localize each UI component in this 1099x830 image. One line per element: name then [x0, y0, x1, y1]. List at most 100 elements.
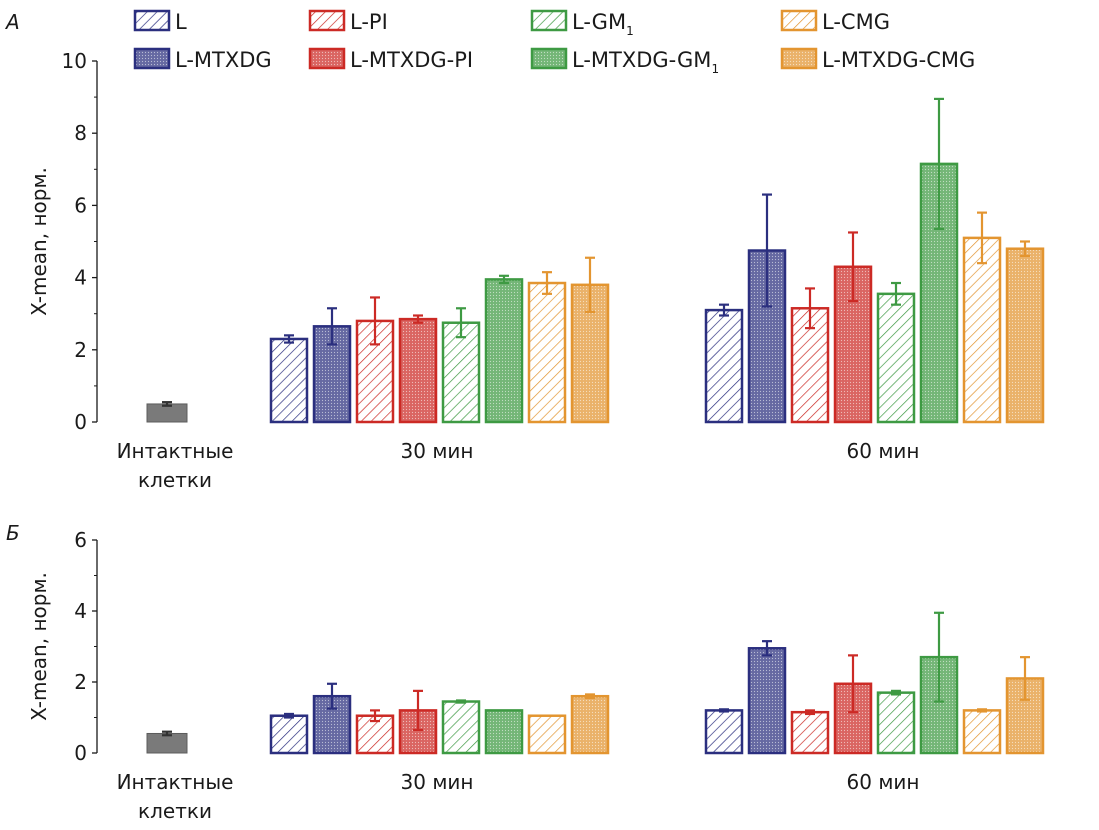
error-bar [848, 654, 858, 714]
error-bar [848, 231, 858, 303]
legend-item-l-cmg: L-CMG [780, 9, 890, 34]
bar-l-cmg-60 [962, 236, 1002, 424]
error-bar [1020, 240, 1030, 258]
y-tick-label: 6 [74, 528, 87, 552]
error-bar [719, 303, 729, 317]
y-tick-label: 6 [74, 193, 87, 217]
error-bar [805, 287, 815, 330]
legend-label: L-CMG [822, 10, 890, 34]
x-category-label: Интактные [117, 770, 234, 794]
error-bar [934, 611, 944, 703]
x-category-label: 60 мин [847, 770, 920, 794]
error-bar [162, 730, 172, 737]
legend-item-l-pi: L-PI [308, 9, 388, 34]
legend-swatch [308, 47, 346, 70]
bar-l-mtxdg-gm1-30 [484, 709, 524, 755]
legend-label: L-PI [350, 10, 388, 34]
bar-l-gm1-60 [876, 691, 916, 755]
y-tick-label: 8 [74, 121, 87, 145]
bar-l-mtxdg-gm1-60 [919, 162, 959, 424]
legend-label: L [175, 10, 187, 34]
legend-item-l-mtxdg-cmg: L-MTXDG-CMG [780, 47, 975, 72]
error-bar [413, 314, 423, 324]
bar-l-gm1-30 [441, 700, 481, 755]
legend-swatch [133, 9, 171, 32]
error-bar [370, 709, 380, 723]
legend-item-l-mtxdg-gm1: L-MTXDG-GM1 [530, 47, 719, 76]
error-bar [585, 693, 595, 700]
y-tick-label: 0 [74, 410, 87, 434]
legend-item-l: L [133, 9, 187, 34]
legend-swatch [133, 47, 171, 70]
error-bar [162, 401, 172, 407]
bar-l-gm1-30 [441, 321, 481, 424]
error-bar [370, 296, 380, 346]
legend: L L-PI L-GM1 L-CMG L-MTXDG L-MTXDG-PI L-MTXDG-… [133, 9, 975, 76]
bar-l-mtxdg-cmg-60 [1005, 247, 1045, 424]
y-axis-label: X-mean, норм. [27, 167, 51, 316]
bar-l-pi-60 [790, 710, 830, 755]
error-bar [327, 307, 337, 346]
y-tick-label: 10 [62, 49, 87, 73]
error-bar [327, 682, 337, 710]
bar-l-cmg-30 [527, 714, 567, 755]
error-bar [977, 211, 987, 265]
x-category-label: Интактные [117, 439, 234, 463]
y-tick-label: 0 [74, 741, 87, 765]
y-tick-label: 4 [74, 599, 87, 623]
bar-l-mtxdg-cmg-30 [570, 694, 610, 755]
legend-swatch [780, 9, 818, 32]
bar-l-mtxdg-60 [747, 647, 787, 755]
legend-item-l-mtxdg-pi: L-MTXDG-PI [308, 47, 473, 72]
bar-l-30 [269, 714, 309, 755]
legend-item-l-mtxdg: L-MTXDG [133, 47, 272, 72]
error-bar [934, 97, 944, 230]
error-bar [456, 307, 466, 339]
legend-item-l-gm1: L-GM1 [530, 9, 634, 38]
x-category-label: 30 мин [401, 770, 474, 794]
error-bar [585, 256, 595, 313]
bar-l-60 [704, 308, 744, 424]
bar-l-60 [704, 709, 744, 755]
panel-a: А 0 2 4 6 8 10 X-mean, норм. Интактные клетки 30 м… [4, 10, 1045, 492]
error-bar [762, 640, 772, 657]
error-bar [284, 334, 294, 344]
legend-label: L-MTXDG-GM1 [572, 48, 719, 76]
panel-label: Б [6, 521, 20, 545]
error-bar [284, 712, 294, 719]
x-category-label: 60 мин [847, 439, 920, 463]
legend-swatch [780, 47, 818, 70]
x-category-label: клетки [138, 799, 212, 823]
error-bar [762, 193, 772, 308]
legend-swatch [530, 47, 568, 70]
error-bar [891, 281, 901, 306]
x-category-label: клетки [138, 468, 212, 492]
bar-l-mtxdg-cmg-30 [570, 283, 610, 424]
error-bar [891, 689, 901, 696]
x-category-label: 30 мин [401, 439, 474, 463]
error-bar [805, 709, 815, 716]
y-tick-label: 2 [74, 670, 87, 694]
panel-b: Б 0 2 4 6 X-mean, норм. Интактные клетки 30 мин 6… [6, 521, 1045, 823]
bar-l-gm1-60 [876, 292, 916, 424]
error-bar [413, 689, 423, 732]
error-bar [977, 708, 987, 713]
legend-label: L-MTXDG-PI [350, 48, 473, 72]
bar-intact [146, 732, 188, 754]
bar-l-cmg-60 [962, 709, 1002, 755]
error-bar [1020, 656, 1030, 701]
bar-l-30 [269, 337, 309, 424]
legend-label: L-GM1 [572, 10, 634, 38]
bar-l-mtxdg-gm1-30 [484, 278, 524, 424]
panel-label: А [4, 10, 20, 34]
error-bar [499, 274, 509, 285]
y-axis-label: X-mean, норм. [27, 572, 51, 721]
legend-label: L-MTXDG-CMG [822, 48, 975, 72]
bar-l-cmg-30 [527, 281, 567, 424]
legend-swatch [530, 9, 568, 32]
error-bar [719, 708, 729, 713]
error-bar [542, 271, 552, 295]
y-tick-label: 2 [74, 338, 87, 362]
legend-swatch [308, 9, 346, 32]
